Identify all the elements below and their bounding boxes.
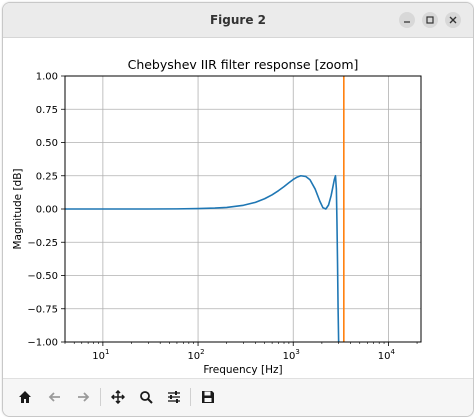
- series-group: [65, 76, 345, 343]
- series-line-1: [65, 174, 340, 343]
- minimize-icon: [404, 21, 410, 23]
- x-tick-label: 103: [283, 348, 300, 362]
- x-tick-labels: 101 102 103 104: [92, 348, 395, 362]
- figure-canvas[interactable]: 1.00 0.75 0.50 0.25 0.00 −0.25 −0.50 −0.75 −1.00…: [3, 38, 473, 378]
- configure-subplots-button[interactable]: [162, 385, 186, 409]
- x-axis-label: Frequency [Hz]: [203, 364, 282, 376]
- minimize-button[interactable]: [399, 12, 415, 28]
- chart-title: Chebyshev IIR filter response [zoom]: [128, 57, 359, 72]
- y-tick-label: −0.25: [27, 238, 58, 249]
- tick-marks: [61, 75, 418, 346]
- back-button[interactable]: [43, 385, 67, 409]
- window-title: Figure 2: [209, 13, 267, 27]
- pan-icon: [111, 390, 125, 404]
- forward-arrow-icon: [78, 392, 90, 402]
- save-button[interactable]: [196, 385, 220, 409]
- close-button[interactable]: [445, 12, 461, 28]
- y-tick-label: −1.00: [27, 338, 58, 349]
- x-tick-label: 101: [92, 348, 109, 362]
- toolbar-separator: [190, 388, 191, 406]
- close-icon: [449, 16, 457, 24]
- pan-button[interactable]: [106, 385, 130, 409]
- maximize-icon: [426, 16, 434, 24]
- chart[interactable]: 1.00 0.75 0.50 0.25 0.00 −0.25 −0.50 −0.75 −1.00…: [3, 38, 473, 378]
- x-tick-label: 102: [187, 348, 204, 362]
- x-tick-label: 104: [378, 348, 396, 362]
- y-tick-label: −0.75: [27, 304, 58, 315]
- back-arrow-icon: [48, 392, 60, 402]
- zoom-icon: [140, 391, 153, 404]
- navigation-toolbar: [3, 378, 473, 416]
- forward-button[interactable]: [71, 385, 95, 409]
- home-button[interactable]: [13, 385, 37, 409]
- y-tick-label: 0.25: [36, 171, 58, 182]
- y-tick-label: 0.00: [36, 205, 58, 216]
- toolbar-separator: [100, 388, 101, 406]
- y-tick-labels: 1.00 0.75 0.50 0.25 0.00 −0.25 −0.50 −0.75 −1.00: [27, 72, 58, 349]
- title-bar[interactable]: Figure 2: [3, 3, 473, 38]
- y-tick-label: 0.50: [36, 138, 58, 149]
- zoom-button[interactable]: [134, 385, 158, 409]
- y-tick-label: 1.00: [36, 72, 58, 83]
- y-tick-label: 0.75: [36, 105, 58, 116]
- save-icon: [202, 391, 214, 403]
- y-tick-label: −0.50: [27, 271, 58, 282]
- y-axis-label: Magnitude [dB]: [12, 168, 24, 249]
- maximize-button[interactable]: [422, 12, 438, 28]
- configure-subplots-icon: [168, 391, 180, 403]
- home-icon: [19, 391, 31, 403]
